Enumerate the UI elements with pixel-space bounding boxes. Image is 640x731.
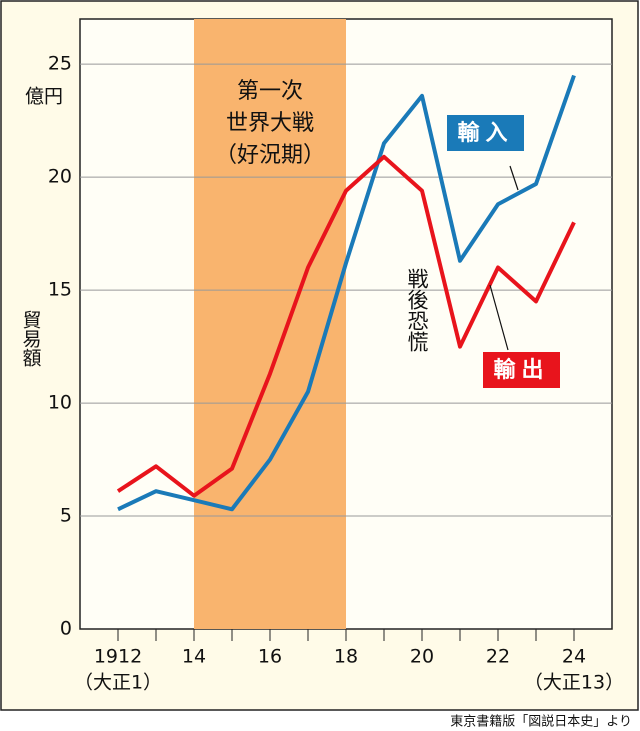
y-tick-label: 15 — [48, 279, 72, 301]
y-tick-label: 0 — [60, 618, 72, 640]
series-line — [116, 154, 576, 498]
shade-band — [194, 19, 346, 629]
x-tick-label: 24 — [562, 646, 586, 668]
legend-label: 輸入 — [457, 120, 513, 146]
x-tick-label: 16 — [258, 646, 282, 668]
x-tick-label: 22 — [486, 646, 510, 668]
legend-box — [483, 352, 560, 388]
y-tick-label: 20 — [48, 166, 72, 188]
source: 東京書籍版「図説日本史」より — [450, 714, 632, 730]
x-sublabel: （大正13） — [524, 672, 624, 694]
leader-line — [509, 165, 519, 191]
leader-line — [489, 284, 509, 351]
legend-box — [447, 115, 524, 151]
shade-label: 世界大戦 — [226, 111, 314, 136]
x-tick-label: 20 — [410, 646, 434, 668]
series-line — [117, 74, 576, 512]
shade-label: （好況期） — [215, 143, 325, 168]
x-sublabel: （大正1） — [74, 672, 162, 694]
shade-label: 第一次 — [237, 79, 303, 104]
y-unit-label: 億円 — [25, 86, 63, 108]
annotation: 戦後恐慌 — [405, 268, 429, 352]
legend-label: 輸出 — [493, 357, 549, 383]
y-tick-label: 5 — [60, 505, 72, 527]
x-tick-label: 18 — [334, 646, 358, 668]
x-tick-label: 14 — [182, 646, 206, 668]
y-axis-label: 貿易額 — [20, 310, 42, 367]
x-tick-label: 1912 — [94, 646, 142, 668]
y-tick-label: 10 — [48, 392, 72, 414]
y-tick-label: 25 — [48, 53, 72, 75]
